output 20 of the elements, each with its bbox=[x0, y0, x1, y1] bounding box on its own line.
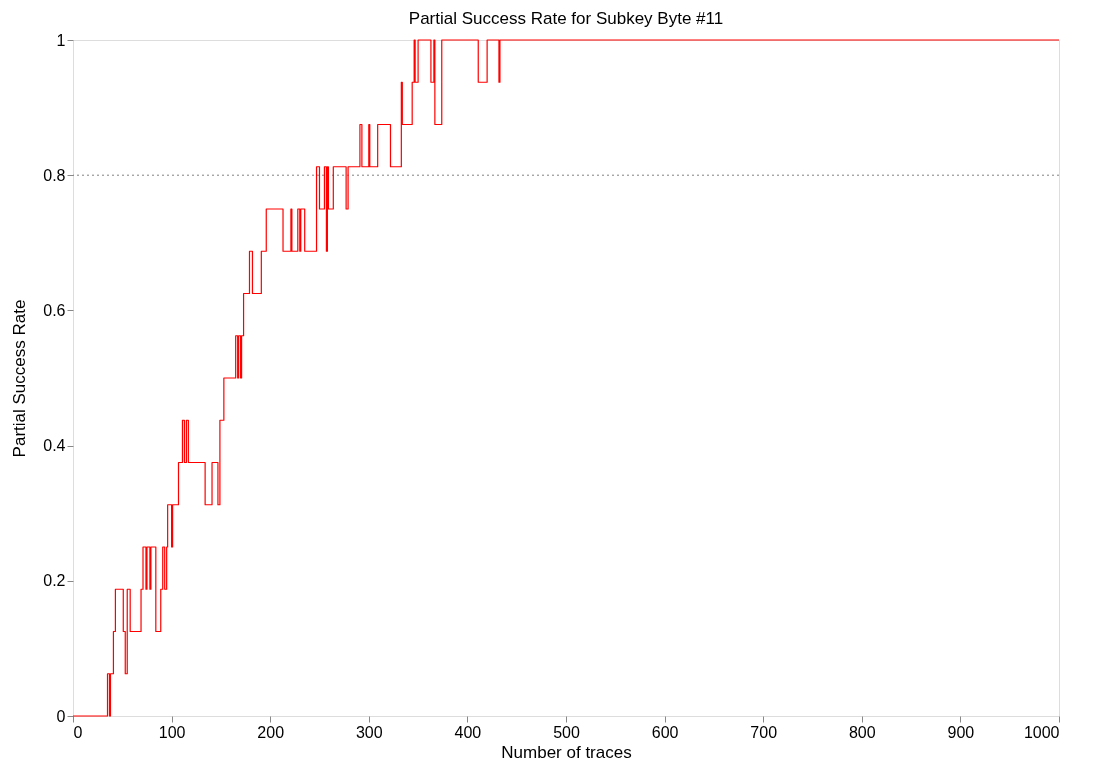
x-tick-label: 0 bbox=[73, 723, 83, 741]
y-tick-label: 0.2 bbox=[43, 572, 66, 590]
x-tick-label: 800 bbox=[848, 723, 876, 741]
chart-title: Partial Success Rate for Subkey Byte #11 bbox=[408, 9, 724, 28]
x-tick-label: 600 bbox=[651, 723, 679, 741]
x-tick-label: 200 bbox=[257, 723, 285, 741]
x-axis-title: Number of traces bbox=[501, 742, 632, 762]
y-axis-title: Partial Success Rate bbox=[10, 299, 30, 458]
x-tick-label: 1000 bbox=[1023, 723, 1060, 741]
y-tick-label: 0.4 bbox=[43, 437, 66, 455]
y-tick-label: 0.6 bbox=[43, 301, 66, 319]
x-tick-label: 300 bbox=[355, 723, 383, 741]
x-tick-label: 900 bbox=[947, 723, 975, 741]
x-tick-label: 400 bbox=[454, 723, 482, 741]
x-tick-label: 500 bbox=[553, 723, 580, 741]
y-tick-label: 1 bbox=[56, 31, 66, 49]
x-tick-label: 700 bbox=[750, 723, 778, 741]
y-tick-label: 0.8 bbox=[43, 166, 66, 184]
x-tick-label: 100 bbox=[158, 723, 186, 741]
y-tick-label: 0 bbox=[56, 707, 66, 725]
